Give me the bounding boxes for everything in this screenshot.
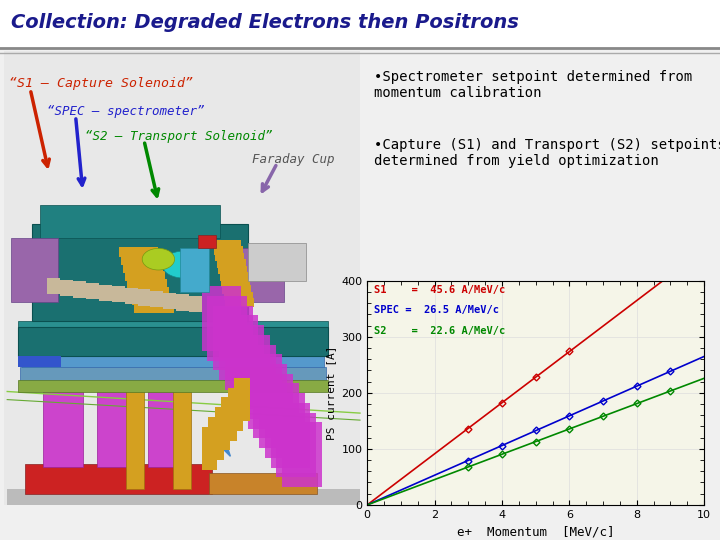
Polygon shape [209,435,230,456]
Text: •Capture (S1) and Transport (S2) setpoints
determined from yield optimization: •Capture (S1) and Transport (S2) setpoin… [374,138,720,168]
FancyBboxPatch shape [202,286,241,351]
Text: SPEC =  26.5 A/MeV/c: SPEC = 26.5 A/MeV/c [374,306,499,315]
FancyBboxPatch shape [221,397,237,441]
FancyBboxPatch shape [218,266,247,274]
FancyBboxPatch shape [189,296,202,312]
FancyBboxPatch shape [271,403,310,468]
FancyBboxPatch shape [209,472,317,494]
FancyBboxPatch shape [0,0,720,48]
FancyBboxPatch shape [20,367,326,381]
FancyBboxPatch shape [228,388,243,431]
FancyBboxPatch shape [126,327,144,489]
FancyBboxPatch shape [18,321,328,335]
FancyBboxPatch shape [7,489,360,505]
Text: S2    =  22.6 A/MeV/c: S2 = 22.6 A/MeV/c [374,326,505,336]
FancyBboxPatch shape [97,370,130,467]
Text: •Spectrometer setpoint determined from
momentum calibration: •Spectrometer setpoint determined from m… [374,70,693,100]
FancyBboxPatch shape [18,356,61,367]
FancyBboxPatch shape [163,293,176,309]
FancyBboxPatch shape [150,291,163,307]
FancyBboxPatch shape [40,205,220,238]
FancyBboxPatch shape [18,327,328,356]
FancyBboxPatch shape [225,325,264,390]
FancyBboxPatch shape [132,295,171,305]
FancyBboxPatch shape [220,272,248,281]
FancyBboxPatch shape [47,278,60,294]
FancyBboxPatch shape [217,259,246,268]
Y-axis label: PS current [A]: PS current [A] [325,346,336,440]
FancyBboxPatch shape [18,380,328,392]
FancyBboxPatch shape [215,253,244,261]
FancyBboxPatch shape [99,285,112,301]
FancyBboxPatch shape [123,263,163,273]
FancyBboxPatch shape [253,374,293,438]
FancyBboxPatch shape [125,288,138,304]
FancyBboxPatch shape [176,294,189,310]
FancyBboxPatch shape [112,286,125,302]
FancyBboxPatch shape [265,393,305,458]
FancyBboxPatch shape [282,422,322,487]
FancyBboxPatch shape [276,413,316,477]
FancyBboxPatch shape [148,386,176,467]
Text: S1    =  45.6 A/MeV/c: S1 = 45.6 A/MeV/c [374,285,505,295]
FancyBboxPatch shape [242,354,282,419]
FancyBboxPatch shape [134,303,174,313]
FancyBboxPatch shape [230,335,270,400]
FancyBboxPatch shape [213,306,253,370]
FancyBboxPatch shape [214,246,243,255]
FancyBboxPatch shape [208,417,224,460]
FancyBboxPatch shape [225,298,254,307]
X-axis label: e+  Momentum  [MeV/c]: e+ Momentum [MeV/c] [457,525,614,538]
FancyBboxPatch shape [222,285,251,294]
FancyBboxPatch shape [212,240,241,248]
FancyBboxPatch shape [86,283,99,299]
FancyBboxPatch shape [207,296,247,361]
Ellipse shape [162,251,205,278]
FancyBboxPatch shape [219,315,258,380]
Text: “S1 – Capture Solenoid”: “S1 – Capture Solenoid” [9,77,193,90]
FancyBboxPatch shape [60,280,73,296]
FancyBboxPatch shape [234,378,250,421]
FancyBboxPatch shape [25,464,212,494]
Text: “SPEC – spectrometer”: “SPEC – spectrometer” [47,105,204,118]
FancyBboxPatch shape [238,248,284,302]
Text: “S2 – Transport Solenoid”: “S2 – Transport Solenoid” [85,130,272,143]
FancyBboxPatch shape [138,289,150,306]
FancyBboxPatch shape [130,287,169,297]
Text: Collection: Degraded Electrons then Positrons: Collection: Degraded Electrons then Posi… [11,13,518,32]
FancyBboxPatch shape [221,279,250,287]
FancyBboxPatch shape [248,243,306,281]
FancyBboxPatch shape [119,247,158,256]
FancyBboxPatch shape [202,427,217,470]
FancyBboxPatch shape [215,407,230,450]
FancyBboxPatch shape [180,248,209,292]
FancyBboxPatch shape [173,354,191,489]
FancyBboxPatch shape [198,235,216,248]
FancyBboxPatch shape [125,271,165,281]
Text: Faraday Cup: Faraday Cup [252,153,335,166]
FancyBboxPatch shape [236,345,276,409]
FancyBboxPatch shape [127,279,167,289]
FancyBboxPatch shape [4,51,360,505]
FancyBboxPatch shape [22,354,324,370]
FancyBboxPatch shape [224,292,253,300]
FancyBboxPatch shape [248,364,287,429]
FancyBboxPatch shape [43,348,83,467]
FancyBboxPatch shape [259,383,299,448]
FancyBboxPatch shape [32,224,248,321]
FancyBboxPatch shape [121,255,161,265]
FancyBboxPatch shape [73,281,86,298]
Ellipse shape [143,248,174,270]
FancyBboxPatch shape [11,238,58,302]
